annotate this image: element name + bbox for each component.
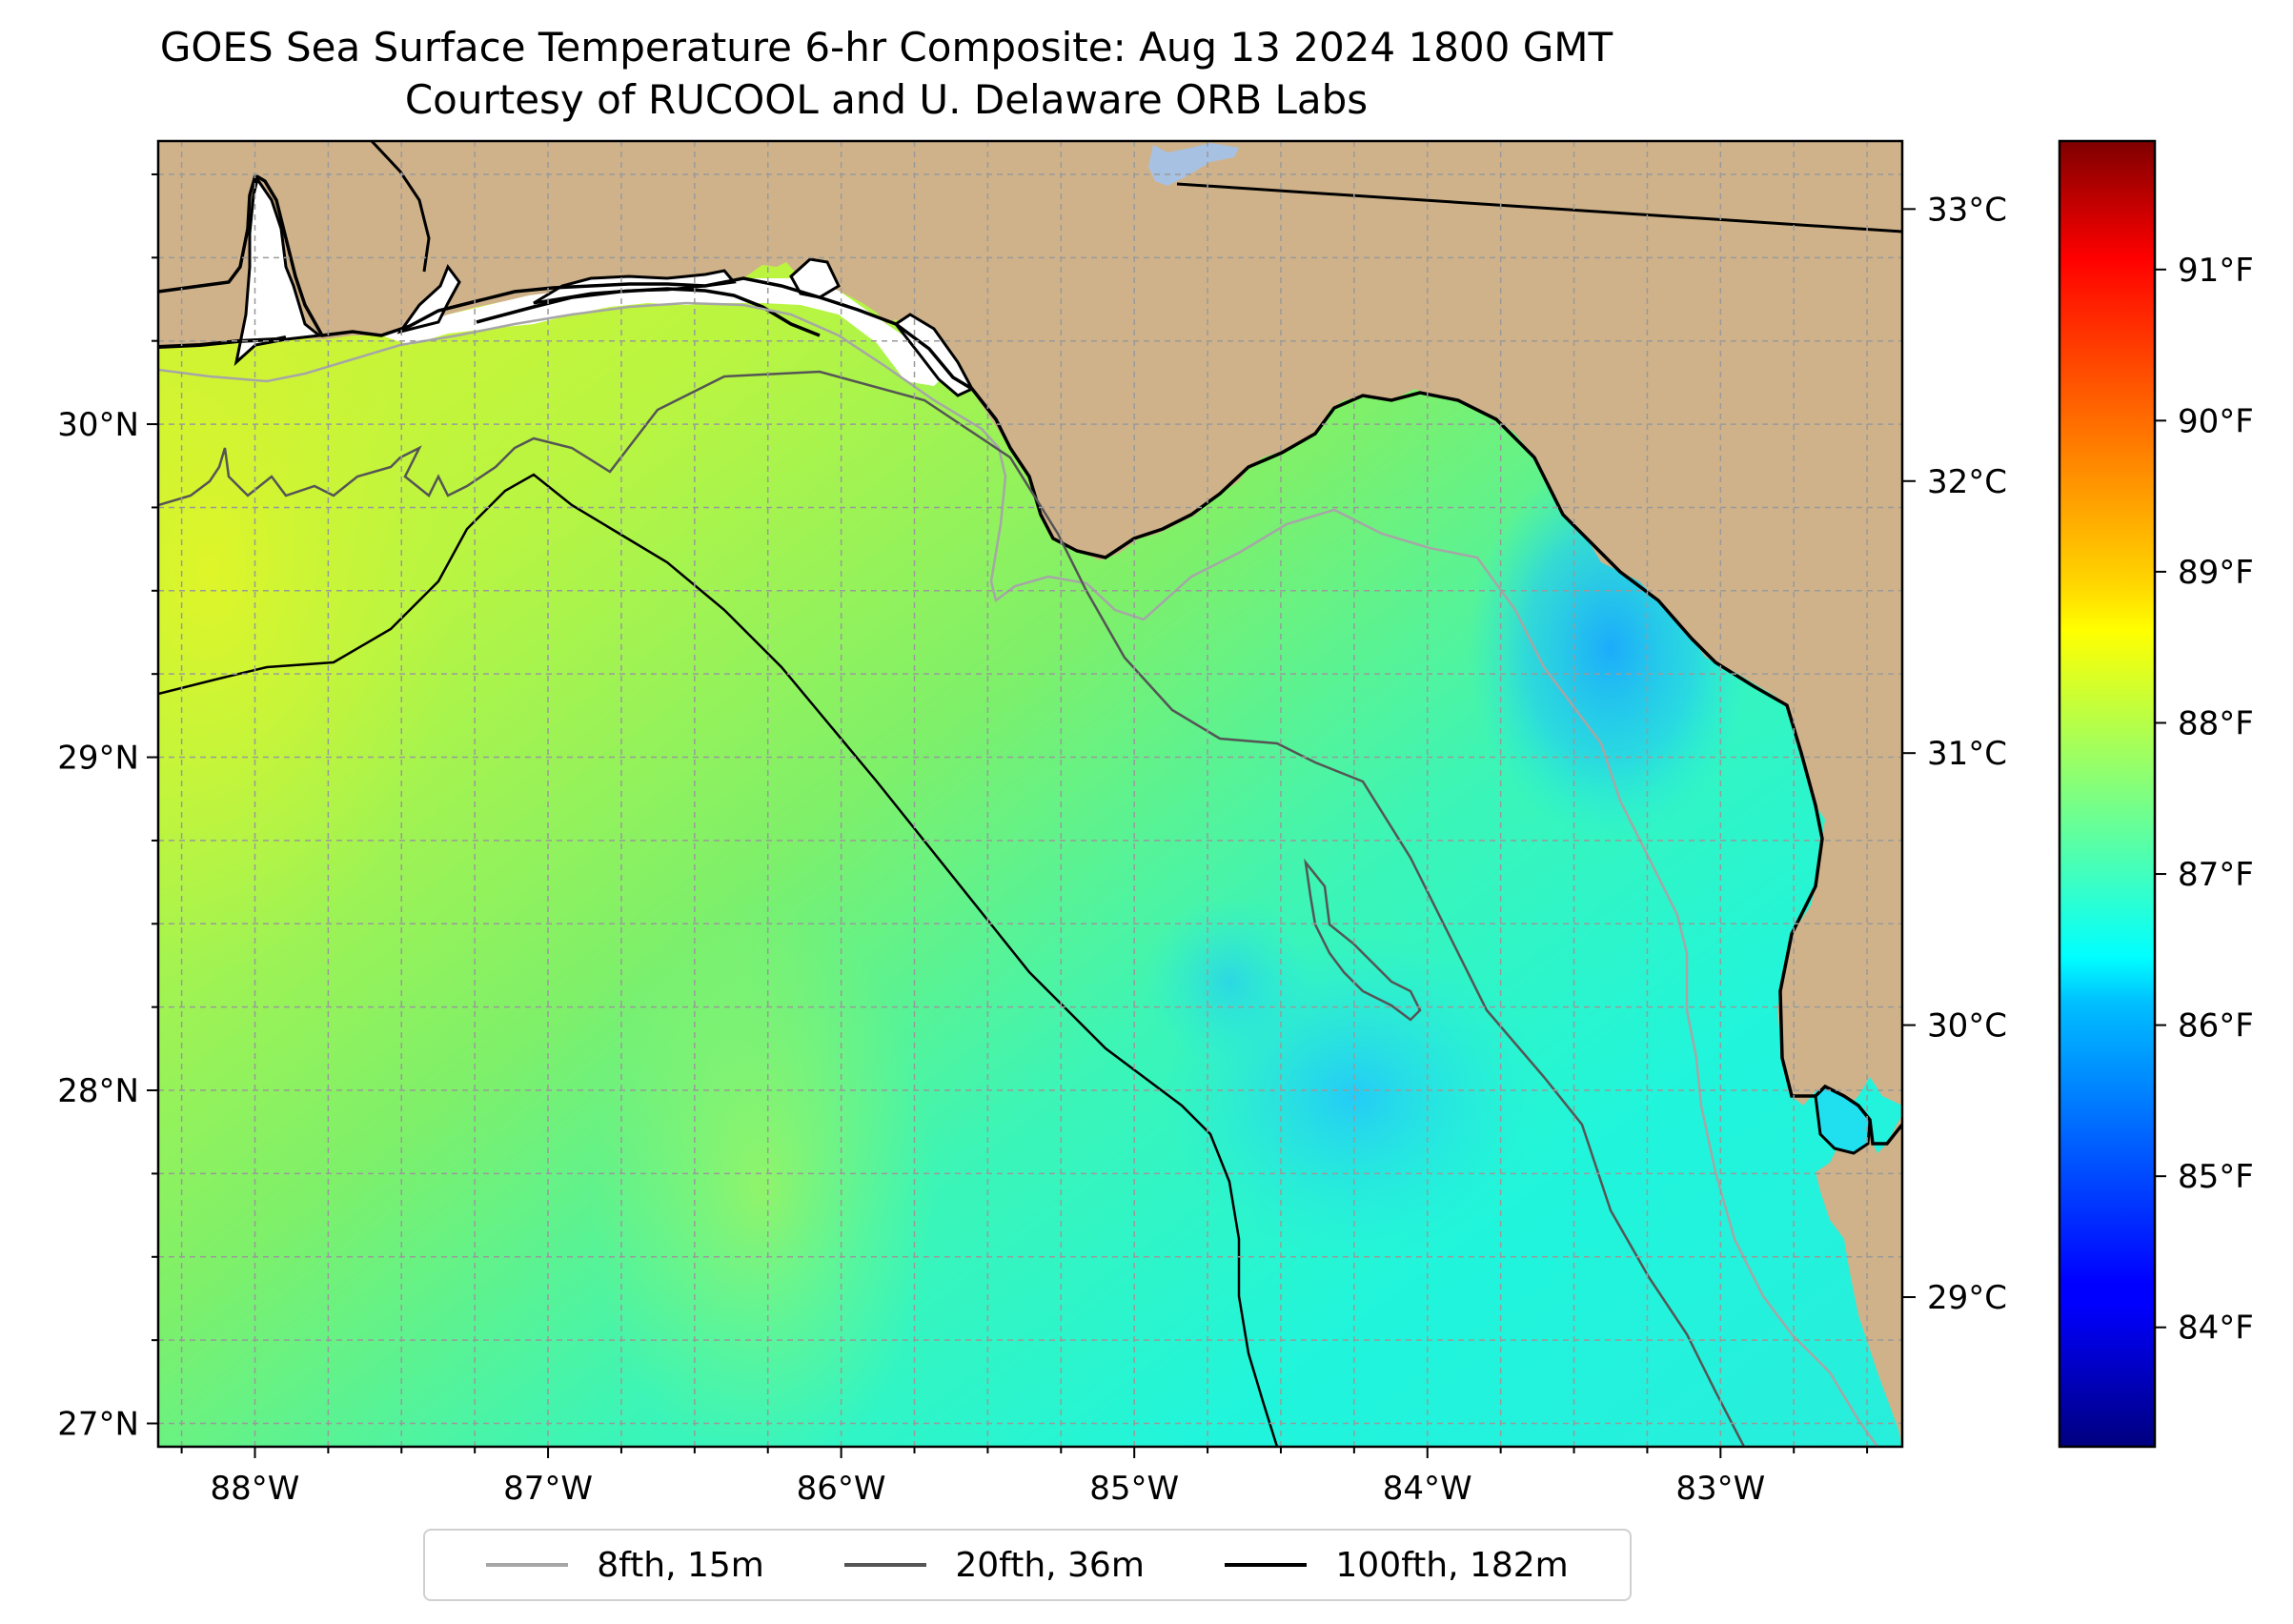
legend-entry-8fth: 8fth, 15m — [486, 1546, 764, 1585]
coastline-segment-west — [158, 335, 287, 349]
legend-swatch-100fth — [1225, 1563, 1308, 1567]
title-line-2: Courtesy of RUCOOL and U. Delaware ORB L… — [404, 76, 1369, 123]
fahrenheit-tick-label: 90°F — [2178, 402, 2254, 440]
map-gridlines — [158, 141, 1902, 1447]
fahrenheit-tick-label: 84°F — [2178, 1309, 2254, 1348]
pensacola-bay — [396, 263, 461, 335]
colorbar: 29°C 30°C 31°C 32°C 33°C 84°F 85°F 86°F 87°F 88°… — [1902, 139, 2254, 1449]
coastline — [158, 173, 1902, 1146]
land-mass — [158, 141, 1902, 1447]
legend-label-20fth: 20fth, 36m — [955, 1545, 1145, 1585]
lat-tick-label: 29°N — [57, 740, 139, 778]
celsius-tick-label: 32°C — [1927, 463, 2007, 501]
lon-tick-label: 83°W — [1675, 1470, 1765, 1508]
lake-seminole — [1148, 143, 1239, 186]
contour-100fth — [158, 473, 1279, 1447]
map-plot-area — [158, 141, 1902, 1447]
warm-patch-south — [591, 905, 934, 1447]
legend-entry-20fth: 20fth, 36m — [844, 1546, 1145, 1585]
lon-tick-label: 84°W — [1383, 1470, 1472, 1508]
cool-patch-small — [1144, 896, 1315, 1067]
lat-tick-label: 28°N — [57, 1072, 139, 1110]
celsius-tick-label: 29°C — [1927, 1279, 2007, 1317]
contour-20fth — [158, 370, 1746, 1447]
st-andrew-bay — [789, 257, 841, 299]
legend-entry-100fth: 100fth, 182m — [1225, 1545, 1569, 1585]
longitude-axis: 88°W 87°W 86°W 85°W 84°W 83°W — [180, 1447, 1869, 1508]
warm-patch-west — [158, 172, 457, 972]
fahrenheit-tick-label: 89°F — [2178, 554, 2254, 592]
title-line-1: GOES Sea Surface Temperature 6-hr Compos… — [159, 24, 1613, 71]
contour-legend: 8fth, 15m 20fth, 36m 100fth, 182m — [423, 1529, 1632, 1601]
lon-tick-label: 85°W — [1089, 1470, 1179, 1508]
celsius-tick-label: 30°C — [1927, 1007, 2007, 1045]
fahrenheit-tick-label: 87°F — [2178, 856, 2254, 894]
contour-8fth — [158, 301, 1879, 1447]
map-frame — [156, 139, 1904, 1449]
colorbar-fahrenheit-axis: 84°F 85°F 86°F 87°F 88°F 89°F 90°F 91°F — [2155, 252, 2254, 1348]
state-boundary-al-fl — [370, 141, 431, 273]
lon-tick-label: 87°W — [503, 1470, 593, 1508]
lon-tick-label: 86°W — [797, 1470, 886, 1508]
colorbar-celsius-axis: 29°C 30°C 31°C 32°C 33°C — [1902, 191, 2007, 1317]
fahrenheit-tick-label: 88°F — [2178, 704, 2254, 742]
coastline-segment-spit — [476, 287, 821, 337]
lon-tick-label: 88°W — [211, 1470, 300, 1508]
nodata-fringe — [381, 278, 944, 386]
lat-tick-label: 30°N — [57, 406, 139, 444]
legend-label-8fth: 8fth, 15m — [597, 1545, 764, 1585]
legend-swatch-8fth — [486, 1563, 569, 1567]
celsius-tick-label: 33°C — [1927, 191, 2007, 229]
contour-20fth-islands — [1304, 858, 1422, 1022]
map-title: GOES Sea Surface Temperature 6-hr Compos… — [0, 21, 1773, 126]
colorbar-ramp — [2058, 139, 2157, 1449]
lat-tick-label: 27°N — [57, 1406, 139, 1444]
legend-label-100fth: 100fth, 182m — [1335, 1545, 1569, 1585]
mobile-bay — [233, 175, 323, 367]
fahrenheit-tick-label: 86°F — [2178, 1007, 2254, 1045]
latitude-axis: 27°N 28°N 29°N 30°N — [57, 173, 158, 1444]
legend-swatch-20fth — [844, 1563, 927, 1567]
fahrenheit-tick-label: 85°F — [2178, 1158, 2254, 1196]
state-boundary-ga-fl — [1176, 182, 1902, 233]
celsius-tick-label: 31°C — [1927, 735, 2007, 773]
fahrenheit-tick-label: 91°F — [2178, 252, 2254, 290]
